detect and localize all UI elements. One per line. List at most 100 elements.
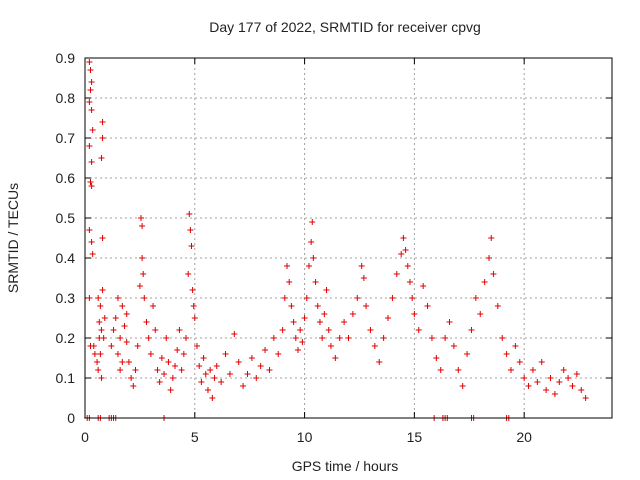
data-point <box>188 243 195 249</box>
data-point <box>165 359 172 365</box>
data-point <box>87 67 94 73</box>
data-point <box>319 335 326 341</box>
y-axis-label: SRMTID / TECUs <box>5 183 21 293</box>
data-point <box>266 367 273 373</box>
data-point <box>409 295 416 301</box>
y-tick-label: 0.5 <box>56 210 76 226</box>
data-point <box>464 351 471 357</box>
data-point <box>240 383 247 389</box>
data-point <box>569 383 576 389</box>
data-point <box>521 375 528 381</box>
data-point <box>446 319 453 325</box>
data-point <box>305 263 312 269</box>
data-point <box>354 295 361 301</box>
data-point <box>183 335 190 341</box>
data-point <box>174 347 181 353</box>
data-point <box>186 211 193 217</box>
data-point <box>303 295 310 301</box>
data-point <box>406 279 413 285</box>
data-point <box>573 371 580 377</box>
data-point <box>218 379 225 385</box>
data-point <box>301 315 308 321</box>
data-point <box>494 303 501 309</box>
data-point <box>140 271 147 277</box>
data-point <box>503 351 510 357</box>
data-point <box>128 375 135 381</box>
data-point <box>99 287 106 293</box>
data-point <box>90 343 97 349</box>
data-point <box>582 395 589 401</box>
data-point <box>299 339 306 345</box>
data-point <box>433 355 440 361</box>
data-point <box>393 271 400 277</box>
data-point <box>123 311 130 317</box>
data-point <box>145 335 152 341</box>
data-point <box>565 375 572 381</box>
data-point <box>156 379 163 385</box>
data-point <box>139 255 146 261</box>
axis-ticks: 0 0.1 0.2 0.3 0.4 0.5 0.6 0.7 0.8 0.9 0 5 10 15 20 <box>56 50 612 445</box>
data-point <box>87 179 94 185</box>
data-point <box>95 295 102 301</box>
data-point <box>154 367 161 373</box>
data-point <box>121 323 128 329</box>
data-point <box>472 295 479 301</box>
data-point <box>551 391 558 397</box>
data-point <box>459 383 466 389</box>
data-point <box>507 367 514 373</box>
y-tick-label: 0.4 <box>56 250 76 266</box>
data-point <box>147 351 154 357</box>
data-point <box>91 351 98 357</box>
data-point <box>235 359 242 365</box>
data-point <box>88 107 95 113</box>
data-point <box>114 351 121 357</box>
data-point <box>112 315 119 321</box>
data-point <box>321 311 328 317</box>
data-point <box>290 319 297 325</box>
data-point <box>424 303 431 309</box>
data-point <box>211 375 218 381</box>
data-point <box>187 227 194 233</box>
data-point <box>488 235 495 241</box>
y-tick-label: 0.1 <box>56 370 76 386</box>
data-point <box>437 367 444 373</box>
data-point <box>275 351 282 357</box>
data-point <box>169 375 176 381</box>
data-point <box>428 335 435 341</box>
data-point <box>209 395 216 401</box>
data-point <box>481 279 488 285</box>
data-point <box>125 359 132 365</box>
data-point <box>200 355 207 361</box>
data-point <box>202 371 209 377</box>
x-tick-label: 20 <box>516 429 532 445</box>
data-point <box>556 379 563 385</box>
y-tick-label: 0.6 <box>56 170 76 186</box>
data-point <box>286 279 293 285</box>
x-axis-label: GPS time / hours <box>292 458 399 474</box>
data-point <box>87 87 94 93</box>
data-point <box>316 319 323 325</box>
data-point <box>244 371 251 377</box>
data-point <box>134 343 141 349</box>
data-point <box>327 343 334 349</box>
data-point <box>512 343 519 349</box>
data-point <box>98 327 105 333</box>
data-point <box>185 271 192 277</box>
data-point <box>167 387 174 393</box>
data-point <box>101 315 108 321</box>
data-point <box>99 235 106 241</box>
data-point <box>189 287 196 293</box>
data-point <box>193 343 200 349</box>
data-point <box>253 375 260 381</box>
data-point <box>341 319 348 325</box>
data-point <box>139 223 146 229</box>
data-point <box>538 359 545 365</box>
data-point <box>402 247 409 253</box>
data-point <box>163 335 170 341</box>
data-point <box>360 275 367 281</box>
data-point <box>248 355 255 361</box>
plot-frame <box>84 57 613 419</box>
data-point <box>281 295 288 301</box>
data-point <box>161 371 168 377</box>
